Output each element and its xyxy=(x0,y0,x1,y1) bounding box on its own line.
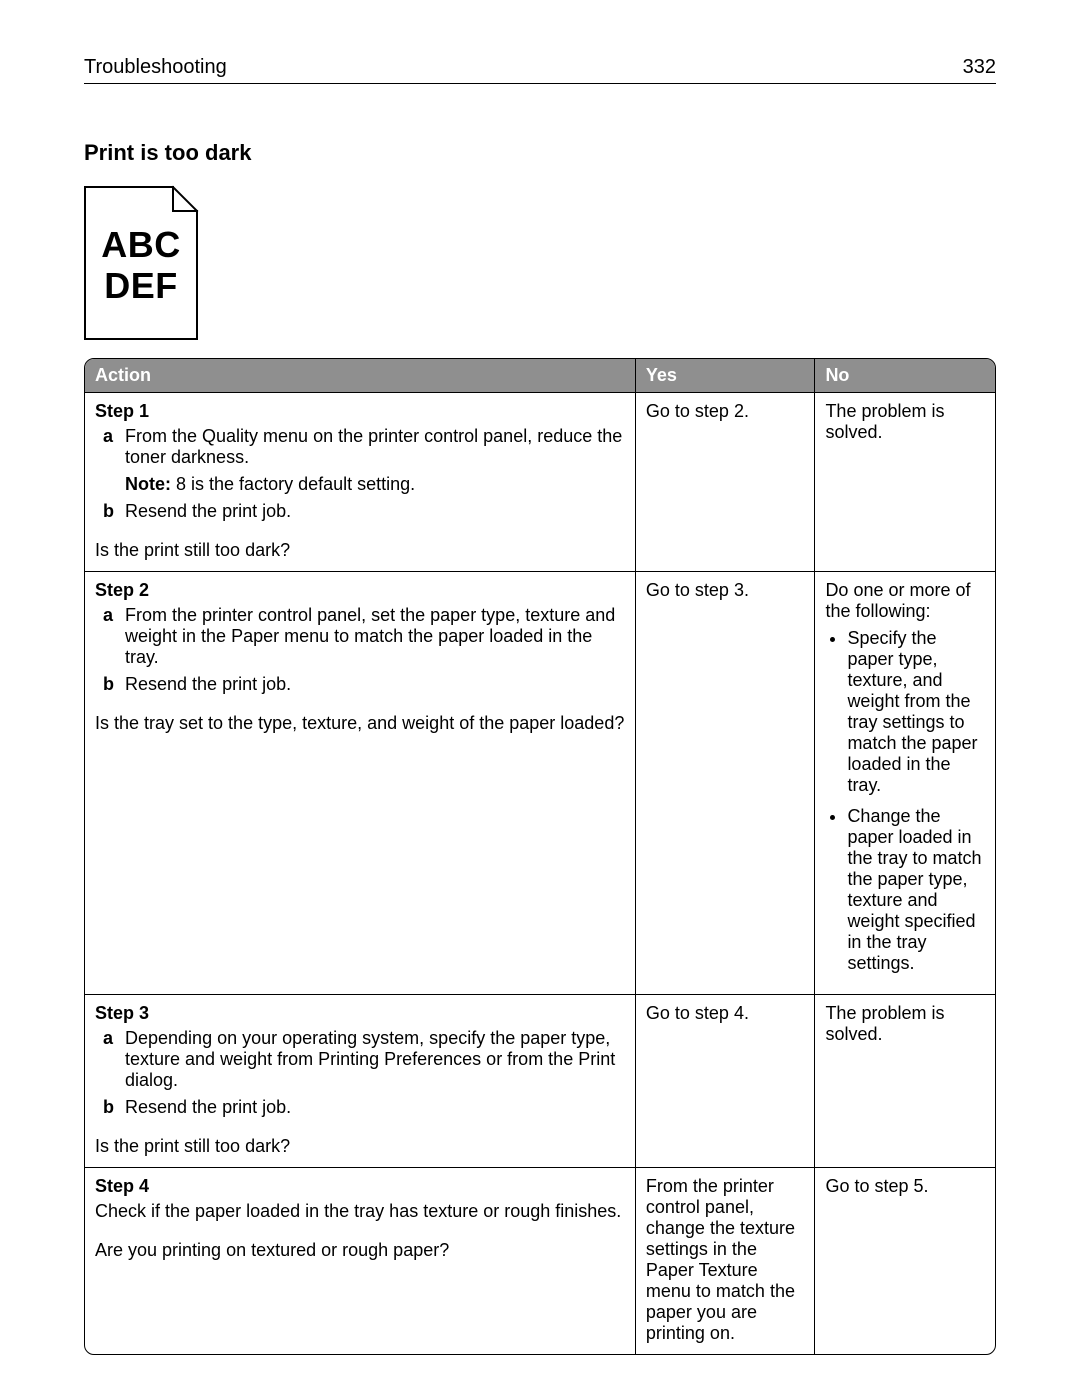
sample-line-1: ABC xyxy=(86,224,196,265)
list-text: Resend the print job. xyxy=(125,1097,291,1117)
list-letter: b xyxy=(103,1097,114,1118)
cell-yes: From the printer control panel, change t… xyxy=(636,1167,816,1354)
running-header: Troubleshooting 332 xyxy=(84,56,996,84)
list-text: Depending on your operating system, spec… xyxy=(125,1028,615,1090)
note: Note: 8 is the factory default setting. xyxy=(125,474,625,495)
list-text: Resend the print job. xyxy=(125,674,291,694)
list-letter: a xyxy=(103,426,113,447)
page-number: 332 xyxy=(963,56,996,79)
cell-action: Step 3 a Depending on your operating sys… xyxy=(85,994,636,1167)
section-title: Print is too dark xyxy=(84,140,996,166)
cell-action: Step 4 Check if the paper loaded in the … xyxy=(85,1167,636,1354)
list-item: a From the printer control panel, set th… xyxy=(125,605,625,668)
no-intro: Do one or more of the following: xyxy=(825,580,985,622)
list-letter: b xyxy=(103,501,114,522)
cell-no: The problem is solved. xyxy=(815,994,995,1167)
col-header-no: No xyxy=(815,359,995,392)
list-letter: a xyxy=(103,1028,113,1049)
table-row: Step 4 Check if the paper loaded in the … xyxy=(85,1167,995,1354)
cell-yes: Go to step 4. xyxy=(636,994,816,1167)
no-bullet-list: Specify the paper type, texture, and wei… xyxy=(825,628,985,974)
step-list: a Depending on your operating system, sp… xyxy=(95,1028,625,1118)
step-list: a From the Quality menu on the printer c… xyxy=(95,426,625,522)
print-sample-icon: ABC DEF xyxy=(84,186,198,340)
list-item: Change the paper loaded in the tray to m… xyxy=(847,806,985,974)
list-item: a Depending on your operating system, sp… xyxy=(125,1028,625,1091)
list-letter: b xyxy=(103,674,114,695)
step-question: Are you printing on textured or rough pa… xyxy=(95,1240,625,1261)
step-list: a From the printer control panel, set th… xyxy=(95,605,625,695)
print-sample-text: ABC DEF xyxy=(86,224,196,307)
sample-line-2: DEF xyxy=(86,265,196,306)
list-text: From the printer control panel, set the … xyxy=(125,605,615,667)
cell-no: Go to step 5. xyxy=(815,1167,995,1354)
step-label: Step 2 xyxy=(95,580,625,601)
list-item: b Resend the print job. xyxy=(125,501,625,522)
step-question: Is the print still too dark? xyxy=(95,540,625,561)
list-item: a From the Quality menu on the printer c… xyxy=(125,426,625,495)
list-item: b Resend the print job. xyxy=(125,674,625,695)
cell-action: Step 1 a From the Quality menu on the pr… xyxy=(85,392,636,571)
step-question: Is the print still too dark? xyxy=(95,1136,625,1157)
list-item: b Resend the print job. xyxy=(125,1097,625,1118)
list-letter: a xyxy=(103,605,113,626)
list-text: Resend the print job. xyxy=(125,501,291,521)
step-plain-text: Check if the paper loaded in the tray ha… xyxy=(95,1201,625,1222)
table-row: Step 3 a Depending on your operating sys… xyxy=(85,994,995,1167)
step-label: Step 3 xyxy=(95,1003,625,1024)
table-header-row: Action Yes No xyxy=(85,359,995,392)
table-row: Step 1 a From the Quality menu on the pr… xyxy=(85,392,995,571)
cell-action: Step 2 a From the printer control panel,… xyxy=(85,571,636,994)
step-question: Is the tray set to the type, texture, an… xyxy=(95,713,625,734)
cell-no: Do one or more of the following: Specify… xyxy=(815,571,995,994)
col-header-action: Action xyxy=(85,359,636,392)
cell-no: The problem is solved. xyxy=(815,392,995,571)
col-header-yes: Yes xyxy=(636,359,816,392)
list-text: From the Quality menu on the printer con… xyxy=(125,426,622,467)
section-name: Troubleshooting xyxy=(84,56,227,79)
step-label: Step 1 xyxy=(95,401,625,422)
page: Troubleshooting 332 Print is too dark AB… xyxy=(0,0,1080,1397)
step-label: Step 4 xyxy=(95,1176,625,1197)
table-row: Step 2 a From the printer control panel,… xyxy=(85,571,995,994)
troubleshooting-table: Action Yes No Step 1 a From the Quality … xyxy=(84,358,996,1355)
list-item: Specify the paper type, texture, and wei… xyxy=(847,628,985,796)
note-label: Note: xyxy=(125,474,171,494)
cell-yes: Go to step 2. xyxy=(636,392,816,571)
note-text-value: 8 is the factory default setting. xyxy=(176,474,415,494)
cell-yes: Go to step 3. xyxy=(636,571,816,994)
